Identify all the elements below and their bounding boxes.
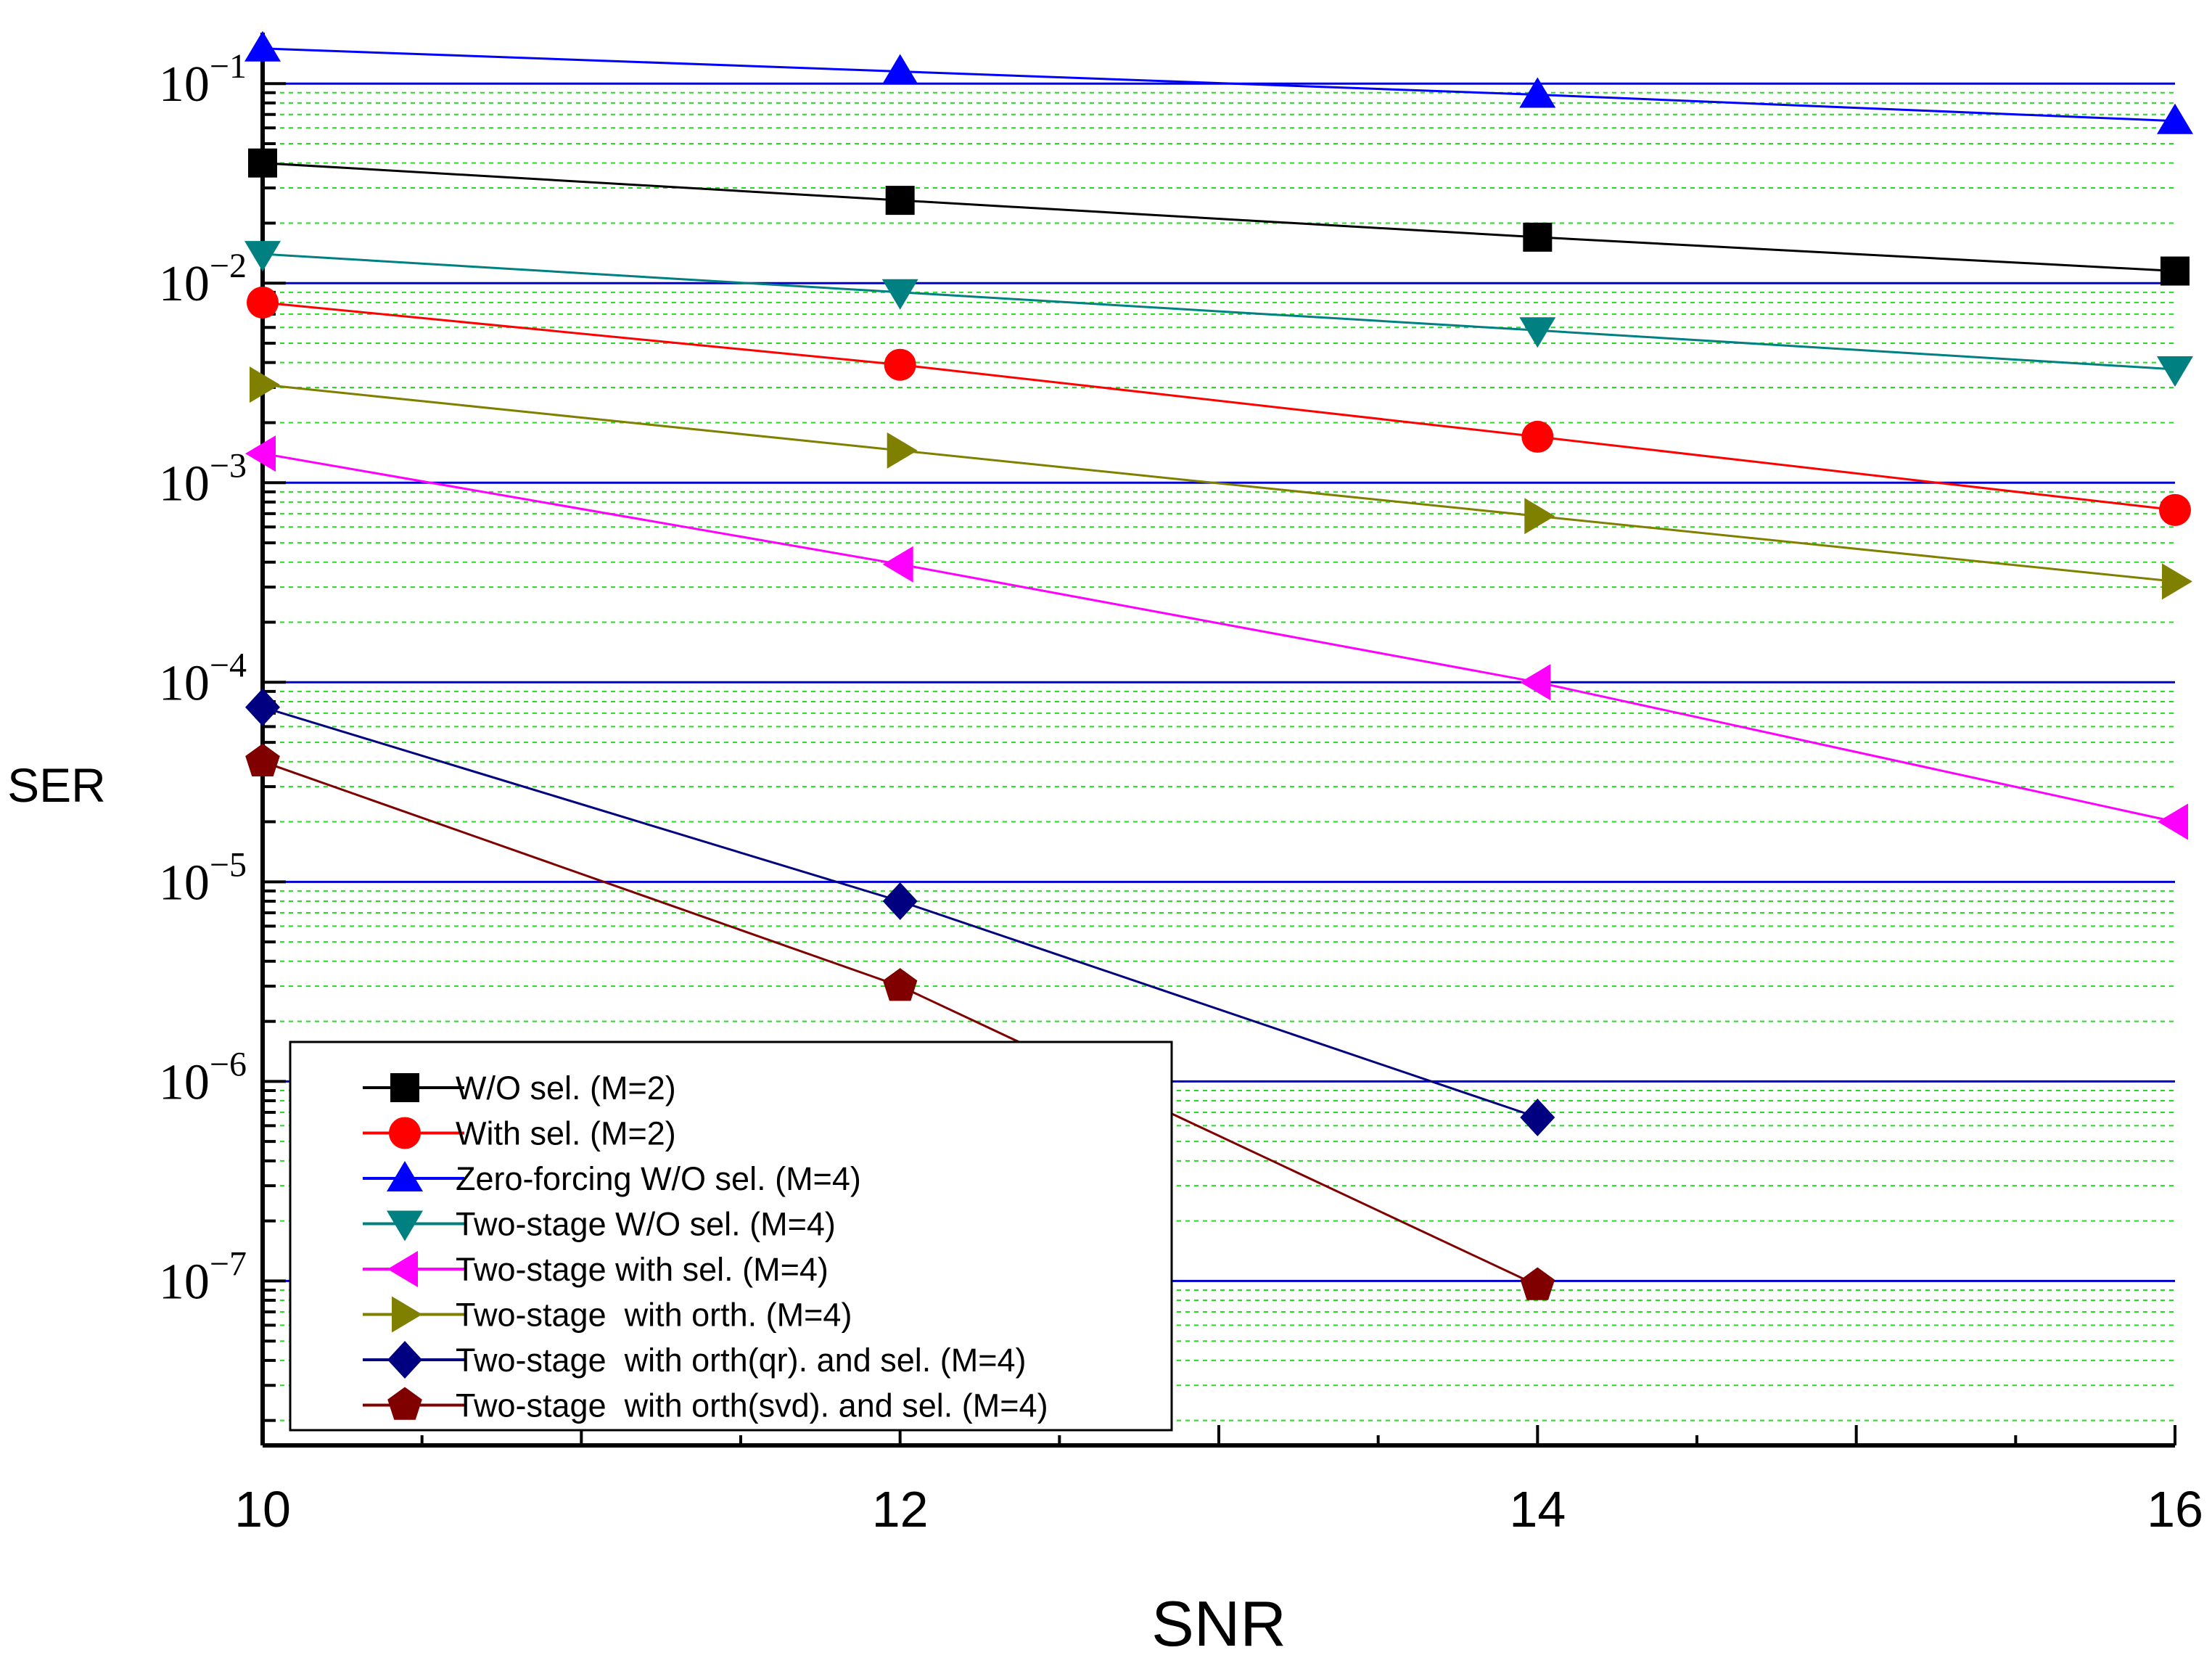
x-tick-label: 14 [1509, 1481, 1566, 1538]
data-point [2158, 803, 2188, 840]
data-point [250, 366, 280, 403]
series-line [262, 162, 2176, 272]
minor-gridlines [263, 91, 2175, 1421]
data-point [245, 435, 276, 472]
legend-item: With sel. (M=2) [363, 1115, 676, 1152]
data-point [2160, 256, 2190, 286]
series-line [262, 383, 2176, 583]
legend-item: Zero-forcing W/O sel. (M=4) [363, 1160, 861, 1197]
y-tick-label: 10−2 [159, 247, 247, 312]
legend-marker [392, 1296, 422, 1333]
legend-marker [387, 1341, 422, 1379]
series-1 [248, 148, 2190, 286]
legend-marker [389, 1117, 421, 1149]
data-point [1519, 77, 1556, 108]
y-tick-label: 10−3 [159, 446, 247, 512]
legend-label: Two-stage with orth(qr). and sel. (M=4) [456, 1342, 1027, 1379]
legend-item: Two-stage W/O sel. (M=4) [363, 1206, 836, 1243]
data-point [881, 279, 918, 310]
data-point [245, 688, 280, 726]
data-point [244, 241, 281, 272]
legend-box [289, 1041, 1173, 1432]
data-point [887, 432, 918, 469]
legend-label: Two-stage W/O sel. (M=4) [456, 1206, 836, 1243]
data-point [1521, 420, 1554, 453]
legend-marker [387, 1161, 423, 1191]
series-layer [244, 30, 2193, 1300]
legend-marker [387, 1251, 418, 1287]
data-point [2157, 103, 2193, 134]
y-tick-label: 10−5 [159, 845, 247, 911]
legend-label: Two-stage with orth. (M=4) [456, 1297, 852, 1334]
series-line [262, 301, 2176, 512]
series-5 [245, 435, 2188, 840]
legend-marker [387, 1387, 422, 1420]
data-point [2162, 563, 2192, 600]
data-point [244, 30, 281, 62]
legend-label: Zero-forcing W/O sel. (M=4) [456, 1160, 861, 1197]
data-point [881, 54, 918, 85]
data-point [248, 148, 277, 178]
series-7 [245, 688, 1555, 1136]
series-6 [250, 366, 2192, 600]
legend-label: Two-stage with orth(svd). and sel. (M=4) [456, 1387, 1048, 1424]
legend-label: W/O sel. (M=2) [456, 1070, 676, 1107]
data-point [1519, 317, 1556, 348]
y-tick-label: 10−4 [159, 646, 247, 711]
legend-marker [387, 1210, 423, 1242]
series-2 [247, 286, 2191, 526]
series-line [262, 47, 2176, 123]
legend-item: W/O sel. (M=2) [363, 1070, 676, 1107]
legend-marker [390, 1073, 419, 1102]
x-tick-label: 16 [2147, 1481, 2203, 1538]
data-point [1524, 498, 1555, 535]
y-axis-title: SER [7, 758, 106, 812]
legend-label: Two-stage with sel. (M=4) [456, 1251, 829, 1288]
data-point [1523, 222, 1553, 252]
legend-label: With sel. (M=2) [456, 1115, 676, 1152]
y-tick-label: 10−7 [159, 1244, 247, 1310]
data-point [882, 546, 913, 583]
x-axis-title: SNR [1151, 1588, 1286, 1658]
data-point [1520, 664, 1551, 701]
legend-item: Two-stage with sel. (M=4) [363, 1251, 829, 1288]
legend-item: Two-stage with orth. (M=4) [363, 1296, 852, 1334]
x-tick-label: 12 [872, 1481, 929, 1538]
series-line [262, 253, 2176, 371]
legend: W/O sel. (M=2) With sel. (M=2) Zero-forcin… [289, 1041, 1173, 1432]
series-8 [245, 743, 1555, 1300]
data-point [885, 186, 915, 216]
series-line [262, 452, 2176, 823]
y-tick-label: 10−1 [159, 47, 247, 112]
data-point [2157, 356, 2193, 387]
y-tick-label: 10−6 [159, 1045, 247, 1110]
legend-item: Two-stage with orth(svd). and sel. (M=4) [363, 1387, 1048, 1424]
data-point [247, 286, 279, 319]
series-3 [244, 30, 2193, 134]
data-point [245, 743, 280, 776]
data-point [882, 968, 918, 1001]
data-point [1520, 1267, 1555, 1300]
data-point [882, 882, 918, 920]
data-point [1520, 1099, 1555, 1136]
legend-item: Two-stage with orth(qr). and sel. (M=4) [363, 1341, 1027, 1379]
data-point [884, 348, 916, 381]
series-4 [244, 241, 2193, 387]
x-tick-label: 10 [234, 1481, 291, 1538]
data-point [2159, 493, 2191, 526]
